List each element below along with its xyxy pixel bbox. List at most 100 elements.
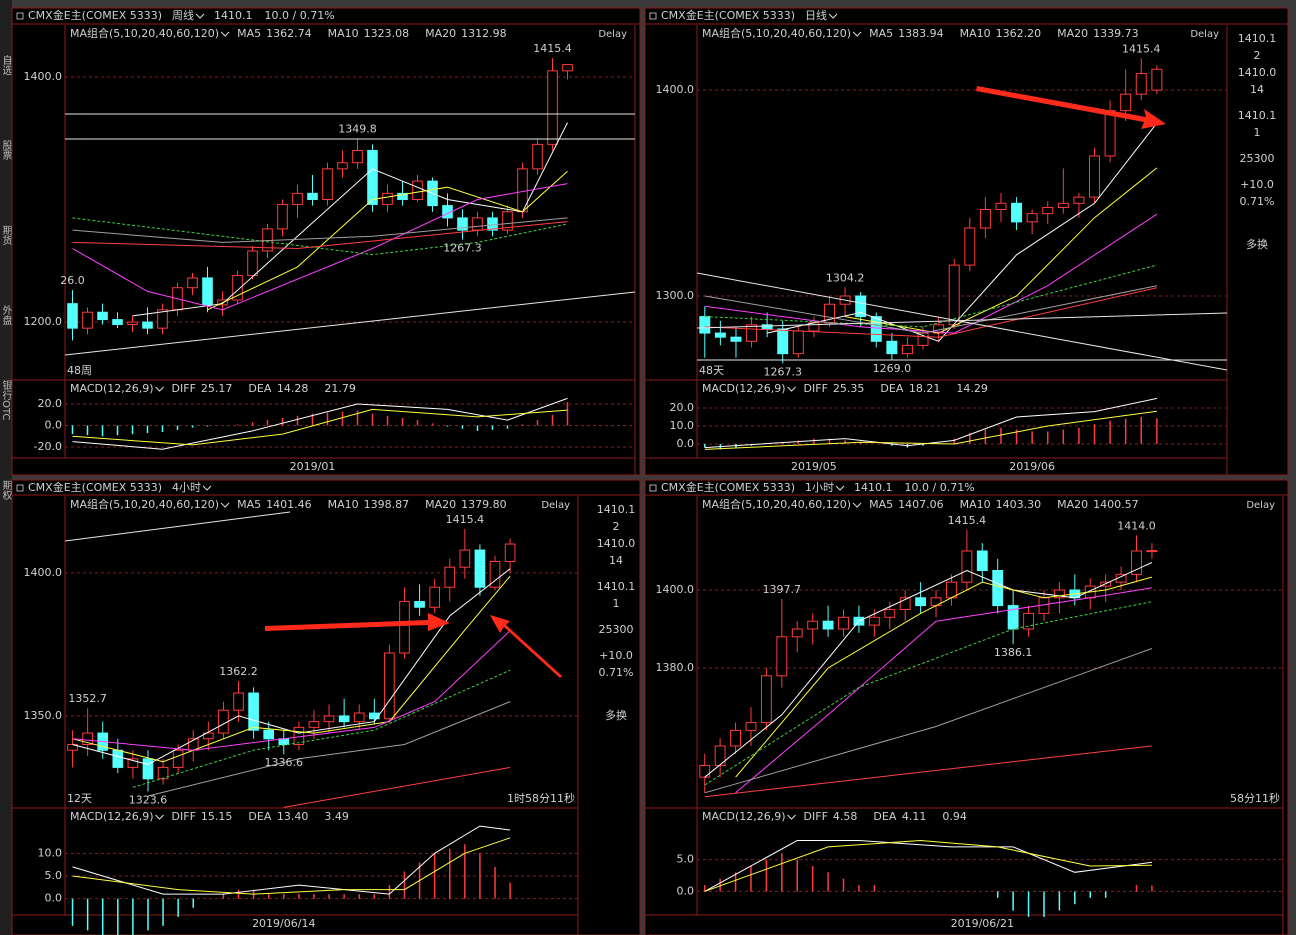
y-tick-label: 1400.0 (24, 566, 63, 579)
ma-value: 1362.20 (996, 27, 1042, 40)
candle-body (760, 675, 772, 724)
macd-value: 0.94 (942, 810, 967, 823)
ma-line (72, 568, 511, 766)
macd-value: 3.49 (324, 810, 349, 823)
candle-body (714, 332, 726, 338)
candle-body (946, 581, 957, 599)
ma-name: MA20 (425, 27, 456, 40)
delay-tag: Delay (1246, 500, 1275, 511)
macd-value: 13.40 (277, 810, 309, 823)
ma-line (704, 601, 1152, 786)
quote-field: 1410.1 (1238, 32, 1277, 45)
delay-tag: Delay (598, 29, 627, 40)
ma-value: 1400.57 (1093, 498, 1139, 511)
candle-body (791, 628, 803, 638)
dropdown-chevron (220, 31, 230, 37)
diff-line (704, 397, 1158, 449)
last-price: 1410.1 (214, 9, 253, 22)
ma-value: 1407.06 (898, 498, 944, 511)
ma-value: 1401.46 (266, 498, 312, 511)
ma-line (132, 669, 511, 788)
dropdown-chevron (195, 13, 205, 19)
macd-value: 18.21 (909, 382, 941, 395)
candle-body (474, 549, 486, 588)
x-axis-label: 2019/06/21 (951, 917, 1014, 930)
dea-line (72, 837, 511, 895)
candle-body (746, 324, 758, 342)
macd-tick-label: 0.0 (45, 419, 63, 432)
dropdown-chevron (828, 13, 838, 19)
quote-field: +10.0 (1240, 178, 1274, 191)
ma-value: 1379.80 (461, 498, 507, 511)
period: 周线 (172, 8, 194, 22)
candle-body (992, 569, 1004, 607)
candle-body (532, 143, 543, 170)
price-change: 10.0 / 0.71% (905, 481, 975, 494)
header-icon (649, 12, 657, 20)
dropdown-chevron (787, 386, 796, 392)
dropdown-chevron (155, 386, 164, 392)
candle-body (1146, 550, 1158, 553)
candle-body (504, 543, 516, 562)
header-icon (16, 12, 24, 20)
candle-body (397, 192, 408, 200)
macd-value: 15.15 (201, 810, 233, 823)
ma-label: MA组合(5,10,20,40,60,120) (70, 26, 219, 40)
macd-tick-label: -20.0 (34, 440, 62, 453)
dropdown-chevron (155, 814, 164, 820)
macd-tick-label: 0.0 (45, 892, 63, 905)
price-annotation: 1362.2 (219, 665, 258, 678)
candle-body (277, 203, 288, 230)
candle-body (886, 340, 898, 355)
quote-field: 1410.0 (1238, 66, 1277, 79)
candle-body (964, 227, 976, 266)
candle-body (1023, 612, 1034, 630)
macd-name: DIFF (172, 382, 196, 395)
price-annotation: 1386.1 (994, 646, 1033, 659)
candle-body (901, 344, 913, 355)
candle-body (730, 729, 741, 747)
price-annotation: 1323.6 (129, 793, 168, 806)
quote-field: 1410.1 (597, 503, 636, 516)
macd-label: MACD(12,26,9) (702, 810, 786, 823)
x-axis-label: 2019/01 (290, 460, 336, 473)
trend-line (696, 272, 1228, 371)
dropdown-chevron (852, 31, 862, 37)
price-annotation: 1349.8 (338, 122, 377, 135)
price-annotation: 26.0 (60, 274, 85, 287)
macd-label: MACD(12,26,9) (70, 810, 154, 823)
symbol: CMX金E主(COMEX 5333) (661, 8, 795, 22)
bars-count: 48周 (67, 364, 92, 377)
sidebar-tab: 期权 (0, 480, 12, 501)
period: 1小时 (805, 481, 834, 494)
candle-body (263, 729, 275, 740)
quote-field: 1410.0 (597, 537, 636, 550)
candle-body (899, 597, 911, 610)
period: 日线 (805, 8, 827, 22)
ma-value: 1339.73 (1093, 27, 1139, 40)
candle-body (961, 550, 973, 583)
candle-body (82, 732, 93, 746)
candle-body (1011, 202, 1023, 223)
arrows (265, 86, 1166, 678)
candle-body (699, 316, 711, 334)
candle-body (948, 264, 960, 326)
candle-body (384, 652, 395, 720)
candle-body (868, 616, 880, 626)
candle-body (459, 549, 471, 568)
candle-body (112, 749, 124, 768)
ma-line (704, 213, 1158, 334)
macd-tick-label: 20.0 (670, 401, 695, 414)
drawn-lines (64, 113, 1228, 542)
y-tick-label: 1400.0 (656, 83, 695, 96)
candle-body (730, 336, 742, 342)
candle-body (157, 766, 169, 780)
candle-body (187, 277, 198, 289)
macd-label: MACD(12,26,9) (702, 382, 786, 395)
ma-name: MA5 (869, 498, 893, 511)
candle-body (979, 209, 991, 229)
candle-body (382, 192, 393, 205)
candle-body (457, 217, 468, 231)
ma-line (704, 648, 1153, 794)
